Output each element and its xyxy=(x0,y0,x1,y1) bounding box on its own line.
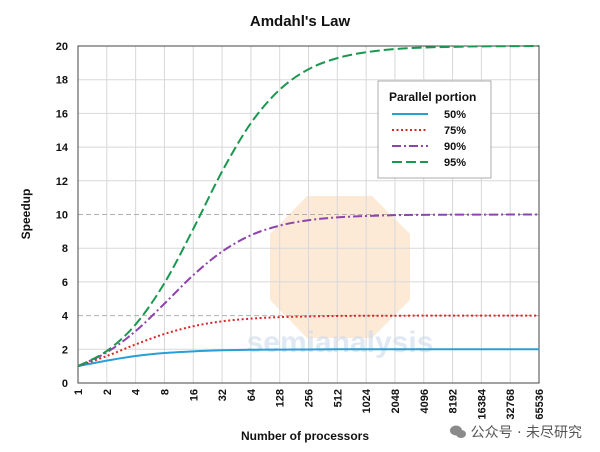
x-tick-label: 1 xyxy=(73,389,85,395)
watermark-text: semianalysis xyxy=(247,326,434,359)
legend-label: 75% xyxy=(444,125,466,137)
wechat-footer: 公众号 · 未尽研究 xyxy=(449,422,582,442)
x-tick-label: 1024 xyxy=(361,388,373,413)
plot-area xyxy=(77,45,540,384)
x-ticks: 1 2 4 8 16 32 64 128 256 512 1024 2048 4096 8192 16384… xyxy=(73,388,546,419)
y-tick-label: 12 xyxy=(56,176,68,188)
x-tick-label: 16 xyxy=(188,389,200,401)
x-tick-label: 2048 xyxy=(390,389,402,413)
legend-title: Parallel portion xyxy=(389,90,476,104)
y-tick-label: 2 xyxy=(62,344,68,356)
x-tick-label: 512 xyxy=(332,389,344,407)
y-axis-label: Speedup xyxy=(19,189,33,240)
x-tick-label: 128 xyxy=(275,389,287,407)
y-tick-label: 16 xyxy=(56,108,68,120)
legend-label: 90% xyxy=(444,141,466,153)
x-tick-label: 4096 xyxy=(419,389,431,413)
chart-title: Amdahl's Law xyxy=(250,13,351,30)
x-tick-label: 2 xyxy=(102,389,114,395)
y-tick-label: 0 xyxy=(62,378,68,390)
x-tick-label: 16384 xyxy=(476,388,488,419)
legend-items: 50% 75% 90% 95% xyxy=(392,109,466,169)
series-lines xyxy=(77,45,540,368)
x-tick-label: 64 xyxy=(246,388,258,401)
y-tick-label: 18 xyxy=(56,75,68,87)
x-tick-label: 8192 xyxy=(448,389,460,413)
x-tick-label: 256 xyxy=(304,389,316,407)
x-tick-label: 65536 xyxy=(534,389,546,420)
y-tick-label: 10 xyxy=(56,210,68,222)
watermark-logo xyxy=(270,196,410,338)
y-ticks: 0 2 4 6 8 10 12 14 16 18 20 xyxy=(56,41,69,390)
y-tick-label: 4 xyxy=(62,311,69,323)
legend: Parallel portion 50% 75% 90% 95% xyxy=(377,80,492,179)
x-axis-label: Number of processors xyxy=(241,429,369,443)
x-tick-label: 4 xyxy=(131,388,143,395)
y-tick-label: 8 xyxy=(62,243,68,255)
x-tick-label: 8 xyxy=(159,389,171,395)
series-line-95pct xyxy=(77,45,540,368)
legend-label: 50% xyxy=(444,109,466,121)
x-tick-label: 32 xyxy=(217,389,229,401)
series-line-50pct xyxy=(77,348,539,368)
y-tick-label: 20 xyxy=(56,41,68,53)
y-tick-label: 6 xyxy=(62,277,68,289)
series-line-90pct xyxy=(77,213,540,368)
watermark: semianalysis xyxy=(247,196,434,359)
wechat-icon xyxy=(449,425,466,438)
x-tick-label: 32768 xyxy=(505,389,517,420)
legend-label: 95% xyxy=(444,157,466,169)
y-tick-label: 14 xyxy=(56,142,69,154)
wechat-account: 公众号 · 未尽研究 xyxy=(470,425,582,441)
